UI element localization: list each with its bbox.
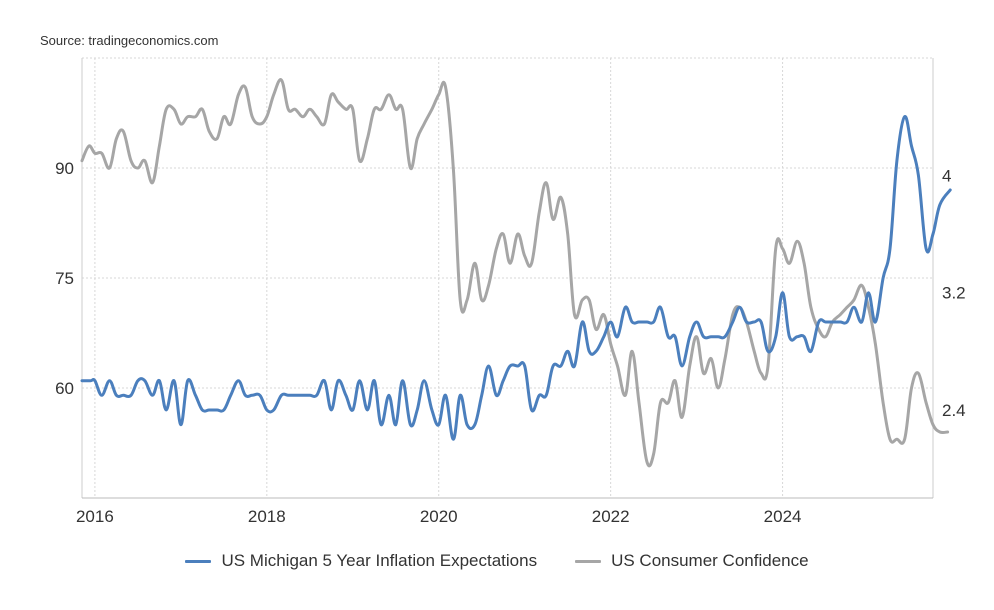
legend-swatch-confidence (575, 559, 602, 563)
right-tick-label-2.4: 2.4 (942, 401, 966, 420)
series-line-confidence (80, 78, 950, 468)
grid-lines (82, 57, 933, 498)
series-line-inflation (80, 115, 952, 441)
legend-label-inflation: US Michigan 5 Year Inflation Expectation… (221, 551, 538, 570)
legend-swatch-inflation (185, 559, 212, 563)
x-tick-label-2022: 2022 (592, 507, 630, 526)
left-tick-label-75: 75 (55, 269, 74, 288)
source-label: Source: tradingeconomics.com (40, 33, 219, 48)
right-tick-label-3.2: 3.2 (942, 284, 966, 303)
tick-labels: 2016 2018 2020 2022 2024 60 75 90 2.4 3.2 4 (55, 159, 966, 526)
legend-item-confidence[interactable]: US Consumer Confidence (575, 551, 809, 571)
x-tick-label-2024: 2024 (764, 507, 802, 526)
x-tick-label-2016: 2016 (76, 507, 114, 526)
x-tick-label-2018: 2018 (248, 507, 286, 526)
legend-item-inflation[interactable]: US Michigan 5 Year Inflation Expectation… (185, 551, 537, 571)
x-tick-label-2020: 2020 (420, 507, 458, 526)
legend-label-confidence: US Consumer Confidence (611, 551, 809, 570)
left-tick-label-90: 90 (55, 159, 74, 178)
series-lines (80, 78, 952, 468)
legend: US Michigan 5 Year Inflation Expectation… (0, 551, 994, 571)
left-tick-label-60: 60 (55, 379, 74, 398)
right-tick-label-4: 4 (942, 166, 951, 185)
